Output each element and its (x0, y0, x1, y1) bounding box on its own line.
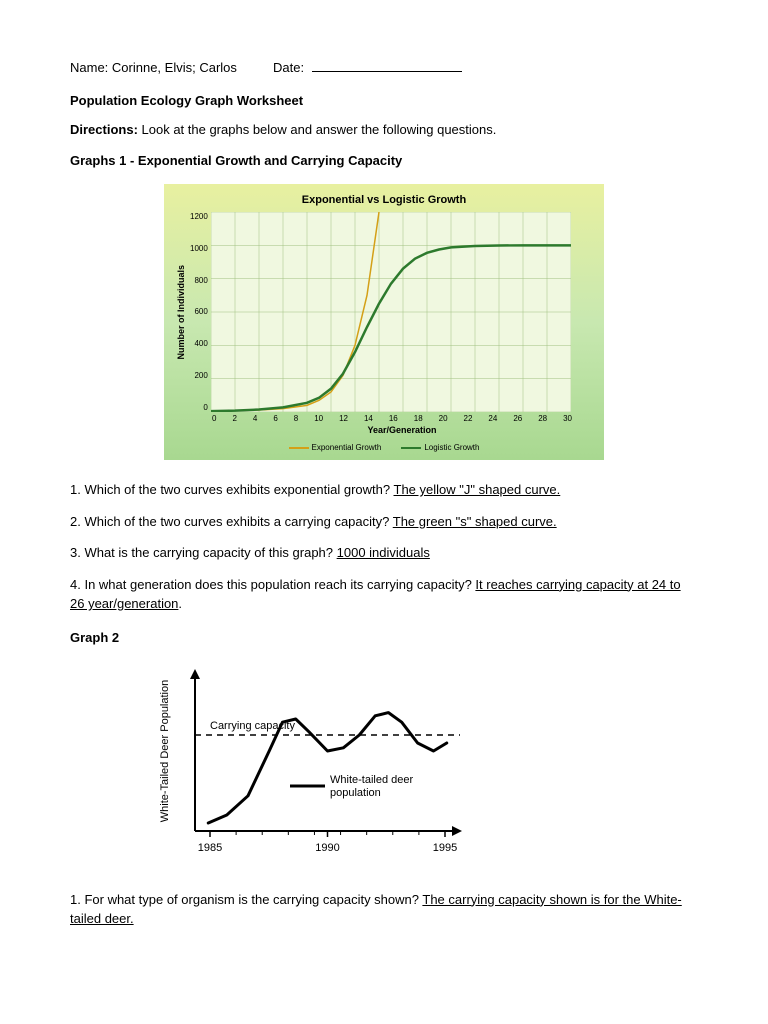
q1-4-suffix: . (178, 596, 182, 611)
q1-3: 3. What is the carrying capacity of this… (70, 543, 698, 563)
chart1-xlabel: Year/Generation (212, 425, 592, 435)
directions-text: Look at the graphs below and answer the … (138, 122, 496, 137)
chart1-plot (211, 212, 571, 412)
chart2-svg: White-Tailed Deer PopulationCarrying cap… (150, 661, 470, 871)
q1-1-answer: The yellow "J" shaped curve. (394, 482, 561, 497)
svg-text:1990: 1990 (315, 842, 339, 854)
svg-text:1995: 1995 (433, 842, 457, 854)
svg-text:White-Tailed Deer Population: White-Tailed Deer Population (159, 679, 171, 821)
q1-2-text: 2. Which of the two curves exhibits a ca… (70, 514, 393, 529)
q1-1: 1. Which of the two curves exhibits expo… (70, 480, 698, 500)
name-label: Name: (70, 60, 112, 75)
date-blank (312, 71, 462, 72)
q1-1-text: 1. Which of the two curves exhibits expo… (70, 482, 394, 497)
q2-1-text: 1. For what type of organism is the carr… (70, 892, 422, 907)
q1-4: 4. In what generation does this populati… (70, 575, 698, 614)
q1-3-answer: 1000 individuals (337, 545, 430, 560)
chart1: Exponential vs Logistic Growth Number of… (164, 184, 604, 460)
q1-3-text: 3. What is the carrying capacity of this… (70, 545, 337, 560)
chart1-svg (211, 212, 571, 412)
directions: Directions: Look at the graphs below and… (70, 122, 698, 137)
q1-2: 2. Which of the two curves exhibits a ca… (70, 512, 698, 532)
date-label: Date: (273, 60, 308, 75)
svg-text:population: population (330, 787, 381, 799)
directions-label: Directions: (70, 122, 138, 137)
name-value: Corinne, Elvis; Carlos (112, 60, 237, 75)
chart1-container: Exponential vs Logistic Growth Number of… (70, 184, 698, 460)
chart2-container: White-Tailed Deer PopulationCarrying cap… (150, 661, 698, 874)
header-line: Name: Corinne, Elvis; Carlos Date: (70, 60, 698, 75)
q1-2-answer: The green "s" shaped curve. (393, 514, 557, 529)
svg-text:1985: 1985 (198, 842, 222, 854)
chart1-xticks: 024681012141618202224262830 (212, 414, 572, 423)
q1-4-text: 4. In what generation does this populati… (70, 577, 475, 592)
chart1-legend: Exponential GrowthLogistic Growth (176, 443, 592, 452)
worksheet-title: Population Ecology Graph Worksheet (70, 93, 698, 108)
q2-1: 1. For what type of organism is the carr… (70, 890, 698, 929)
chart1-title: Exponential vs Logistic Growth (176, 194, 592, 206)
svg-text:White-tailed deer: White-tailed deer (330, 774, 413, 786)
chart1-yticks: 120010008006004002000 (190, 212, 211, 412)
section1-heading: Graphs 1 - Exponential Growth and Carryi… (70, 153, 698, 168)
section2-heading: Graph 2 (70, 630, 698, 645)
chart1-ylabel: Number of Individuals (176, 265, 186, 360)
